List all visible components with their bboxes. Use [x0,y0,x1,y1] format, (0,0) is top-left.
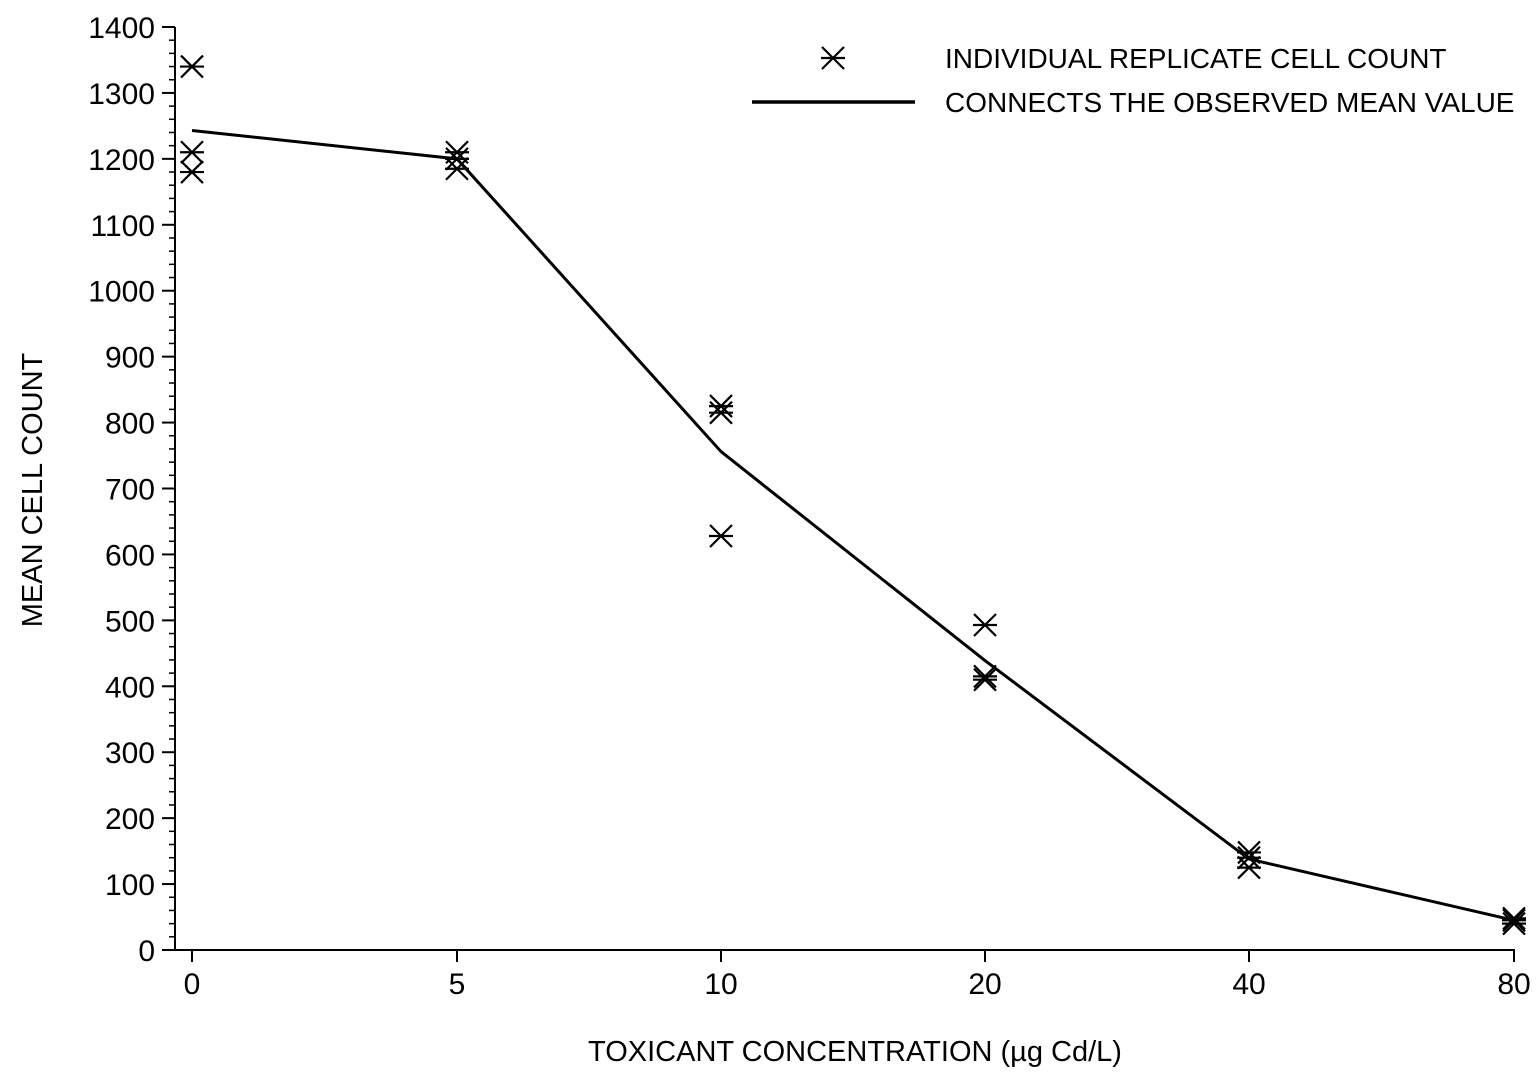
legend-item-mean-line: CONNECTS THE OBSERVED MEAN VALUE [945,87,1514,118]
y-tick-label: 200 [105,803,155,836]
data-point [1237,845,1261,870]
data-point [709,400,733,425]
data-point [1502,908,1526,933]
data-point [1237,855,1261,880]
y-tick-label: 1200 [88,144,155,177]
y-tick-label: 900 [105,342,155,375]
x-tick-label: 20 [968,968,1001,1001]
data-point [1502,911,1526,936]
x-tick-label: 80 [1497,968,1530,1001]
x-tick-label: 0 [184,968,201,1001]
data-point [973,613,997,637]
y-tick-label: 1300 [88,78,155,111]
y-tick-label: 800 [105,408,155,441]
data-point [709,524,733,548]
data-point [973,667,997,692]
data-point [180,160,204,184]
y-tick-label: 100 [105,869,155,902]
legend-asterisk-icon [821,46,845,70]
data-point [180,140,204,165]
data-point [1502,906,1526,931]
legend-marker-asterisk [821,46,845,70]
y-tick-label: 600 [105,539,155,572]
x-tick-label: 5 [449,968,466,1001]
y-tick-label: 1400 [88,12,155,45]
data-point [445,147,469,171]
y-tick-label: 0 [138,935,155,968]
x-tick-label: 10 [704,968,737,1001]
y-tick-label: 500 [105,605,155,638]
y-tick-label: 1000 [88,276,155,309]
x-axis-label: TOXICANT CONCENTRATION (µg Cd/L) [588,1036,1122,1068]
data-point [973,664,997,689]
y-tick-label: 300 [105,737,155,770]
y-tick-label: 700 [105,474,155,507]
legend-item-replicates: INDIVIDUAL REPLICATE CELL COUNT [945,43,1447,74]
series-mean-line [191,129,1515,922]
y-tick-label: 400 [105,671,155,704]
data-point [445,156,469,181]
data-point [180,54,204,79]
y-axis-label: MEAN CELL COUNT [17,352,49,627]
legend: INDIVIDUAL REPLICATE CELL COUNT CONNECTS… [752,43,1514,118]
plot-area [180,54,1526,936]
x-tick-label: 40 [1232,968,1265,1001]
axes: 0100200300400500600700800900100011001200… [88,12,1530,1001]
y-tick-label: 1100 [90,210,155,243]
